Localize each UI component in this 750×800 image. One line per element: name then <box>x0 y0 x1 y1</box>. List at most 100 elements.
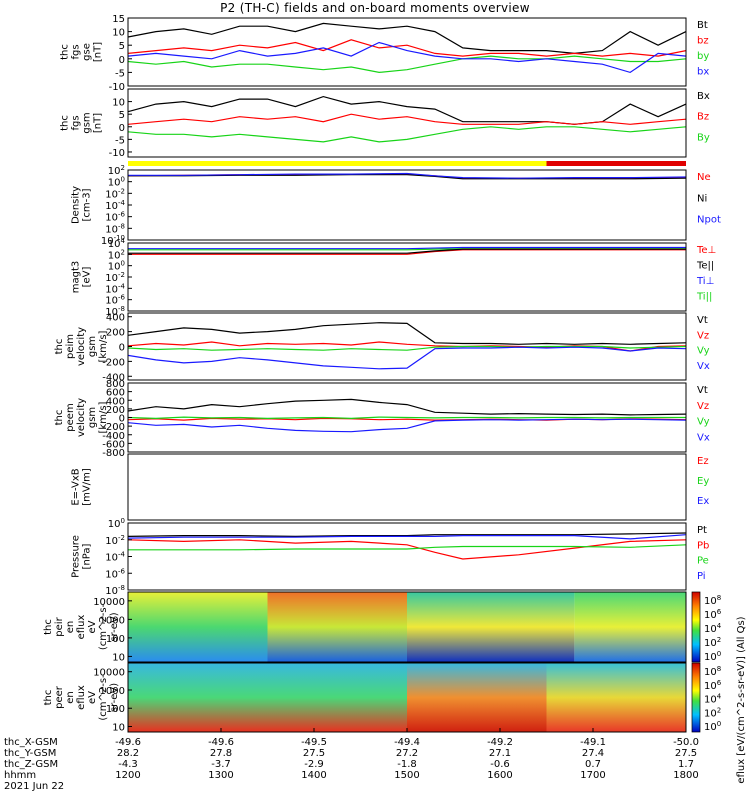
y-tick-label: 10-6 <box>105 567 125 580</box>
spectrogram-band <box>407 592 575 662</box>
y-tick-label: -800 <box>102 448 125 459</box>
colorbar-tick: 102 <box>704 706 721 719</box>
legend-entry: Npot <box>697 215 721 226</box>
y-axis-label: [mV/m] <box>82 468 93 506</box>
legend-entry: Bx <box>697 91 710 102</box>
colorbar-tick: 102 <box>704 636 721 649</box>
colorbar-tick: 106 <box>704 608 722 621</box>
x-tick-label: -49.6 <box>115 737 141 748</box>
y-axis-label: eflux <box>76 685 87 710</box>
y-tick-label: 10000 <box>93 668 125 679</box>
y-tick-label: 10-4 <box>105 282 125 295</box>
x-tick-label: 28.2 <box>117 748 139 759</box>
series-line-by <box>127 55 687 74</box>
series-line-bx <box>127 95 687 125</box>
colorbar <box>691 591 701 663</box>
y-tick-label: 15 <box>112 14 125 25</box>
panel-frame <box>127 453 687 521</box>
colorbar-tick: 100 <box>704 720 721 733</box>
series-line-vt <box>127 322 687 345</box>
legend-entry: bz <box>697 36 709 47</box>
chart-title: P2 (TH-C) fields and on-board moments ov… <box>220 1 530 15</box>
y-tick-label: 102 <box>108 164 125 177</box>
colorbar-tick: 104 <box>704 622 722 635</box>
series-line-npot <box>128 172 687 179</box>
y-tick-label: 10 <box>112 652 125 663</box>
legend-entry: Pb <box>697 540 709 551</box>
x-tick-label: 0.7 <box>585 759 601 770</box>
y-axis-label: peir <box>54 616 65 636</box>
series-line-bx <box>127 41 687 74</box>
spectrogram-band <box>546 663 686 732</box>
series-line-te <box>128 248 686 254</box>
x-tick-label: 27.2 <box>396 748 418 759</box>
x-tick-label: 1700 <box>580 770 605 781</box>
legend-entry: Te|| <box>696 261 714 272</box>
y-tick-label: -5 <box>115 68 125 79</box>
y-axis-label: velocity <box>76 398 87 437</box>
legend-entry: Vy <box>697 417 710 428</box>
colorbar-label: eflux [eV/(cm^2-s-sr-eV)] (All Qs) <box>736 616 747 783</box>
y-tick-label: 10-8 <box>105 222 125 235</box>
legend-entry: Vx <box>697 432 710 443</box>
y-axis-label: velocity <box>76 327 87 366</box>
y-axis-label: thc <box>43 690 54 706</box>
series-line-pi <box>127 534 687 540</box>
y-tick-label: 10-2 <box>105 534 125 547</box>
legend-entry: Bz <box>697 112 709 123</box>
legend-entry: Vt <box>697 385 708 396</box>
legend-entry: Ne <box>697 172 711 183</box>
x-tick-label: 27.5 <box>675 748 697 759</box>
legend-entry: Vz <box>697 401 709 412</box>
y-axis-label: sr-eV) <box>109 612 120 641</box>
y-axis-label: [nT] <box>93 42 104 62</box>
y-tick-label: 10-8 <box>105 584 125 597</box>
series-line-vt <box>127 398 687 416</box>
y-axis-label: [nPa] <box>82 543 93 569</box>
x-tick-label: -49.2 <box>487 737 513 748</box>
x-tick-label: -0.6 <box>490 759 510 770</box>
y-tick-label: 800 <box>106 379 125 390</box>
x-tick-label: -2.9 <box>304 759 324 770</box>
legend-entry: Ni <box>697 193 707 204</box>
series-line-bz <box>127 113 687 125</box>
legend-entry: Ti|| <box>696 292 712 303</box>
x-tick-label: 1600 <box>487 770 512 781</box>
series-line-bt <box>127 22 687 55</box>
colorbar-tick: 100 <box>704 650 721 663</box>
legend-entry: Vx <box>697 361 710 372</box>
y-axis-label: en <box>65 621 76 634</box>
y-axis-label: thc <box>43 619 54 635</box>
x-tick-label: 1.7 <box>678 759 694 770</box>
y-tick-label: 0 <box>119 343 125 354</box>
y-tick-label: 1000 <box>100 615 125 626</box>
x-tick-label: -49.1 <box>580 737 606 748</box>
colorbar-tick: 106 <box>704 679 722 692</box>
y-axis-label: en <box>65 691 76 704</box>
y-tick-label: 400 <box>106 396 125 407</box>
y-axis-label: sr-eV) <box>109 683 120 712</box>
legend-entry: Bt <box>697 20 708 31</box>
y-tick-label: 10000 <box>93 597 125 608</box>
legend-entry: by <box>697 51 709 62</box>
colorbar-tick: 104 <box>704 693 722 706</box>
series-line-by <box>127 126 687 143</box>
y-axis-label: gsm <box>82 112 93 133</box>
y-tick-label: 102 <box>108 248 125 261</box>
legend-entry: Vz <box>697 330 709 341</box>
series-line-pt <box>127 532 687 538</box>
y-tick-label: 10-10 <box>101 234 125 247</box>
y-axis-label: fgs <box>71 44 82 59</box>
y-tick-label: 100 <box>108 176 125 189</box>
y-axis-label: peem <box>65 403 76 431</box>
x-tick-label: -3.7 <box>211 759 231 770</box>
x-row-label: thc_Z-GSM <box>4 759 58 770</box>
legend-entry: Pt <box>697 525 707 536</box>
legend-entry: Pe <box>697 556 709 567</box>
y-axis-label: gsm <box>87 336 98 357</box>
y-axis-label: [km/s] <box>98 401 109 433</box>
y-axis-label: thc <box>60 115 71 131</box>
colorbar <box>691 662 701 733</box>
legend-entry: Ti⊥ <box>696 276 714 287</box>
spectrogram-band <box>128 592 268 662</box>
